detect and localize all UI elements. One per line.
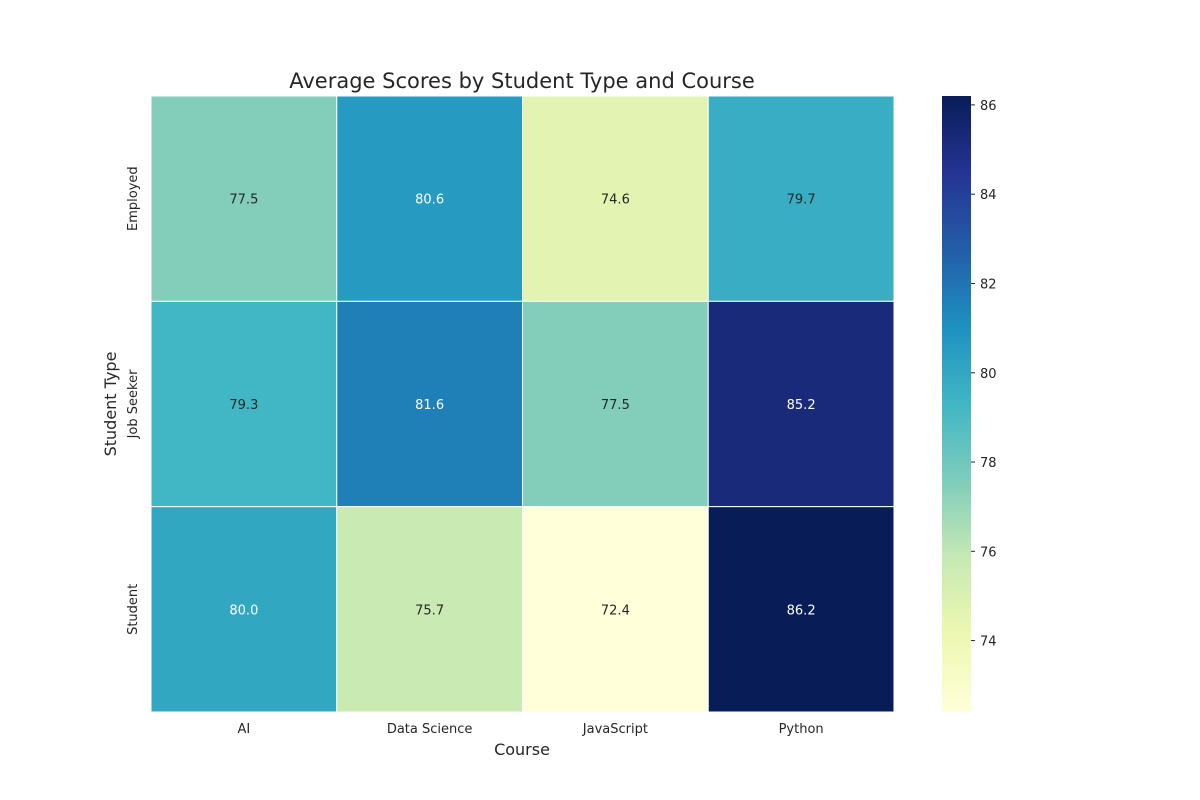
colorbar-tick-label: 86 [980,99,997,114]
cell-value-label: 77.5 [229,193,258,208]
cell-value-label: 79.7 [787,193,816,208]
heatmap-cell [336,95,523,302]
x-tick-labels: AI Data Science JavaScript Python [238,722,824,737]
cell-value-label: 77.5 [601,398,630,413]
x-axis-label: Course [494,740,550,759]
x-tick-label: AI [238,722,251,737]
cell-value-label: 85.2 [787,398,816,413]
y-tick-label: Student [126,584,141,635]
colorbar-tick-label: 74 [980,635,997,650]
x-tick-label: Data Science [387,722,473,737]
heatmap-cell [707,95,895,302]
colorbar-tick-label: 76 [980,545,997,560]
colorbar-tick-label: 78 [980,456,997,471]
cell-value-label: 75.7 [415,603,444,618]
colorbar-ticks: 74 76 78 80 82 84 86 [971,99,997,650]
heatmap-cell [336,506,523,713]
x-tick-label: JavaScript [582,722,648,737]
heatmap-cell [336,300,523,508]
heatmap-cell [707,300,895,508]
cell-value-label: 81.6 [415,398,444,413]
heatmap-cell [150,300,338,508]
y-axis-label: Student Type [101,352,120,457]
colorbar-tick-label: 82 [980,277,997,292]
cell-value-label: 79.3 [229,398,258,413]
y-tick-label: Job Seeker [126,369,141,439]
colorbar-tick-label: 84 [980,188,997,203]
colorbar: 74 76 78 80 82 84 86 [942,96,997,712]
heatmap-cells: 77.5 80.6 74.6 79.7 79.3 81.6 77.5 85.2 80.0 75.7… [150,95,895,713]
heatmap-cell [522,95,709,302]
colorbar-gradient [942,96,971,712]
colorbar-tick-label: 80 [980,367,997,382]
y-tick-label: Employed [126,166,141,231]
cell-value-label: 86.2 [787,603,816,618]
heatmap-cell [707,506,895,713]
cell-value-label: 74.6 [601,193,630,208]
heatmap-cell [150,95,338,302]
chart-title: Average Scores by Student Type and Cours… [289,69,755,93]
heatmap-cell [150,506,338,713]
cell-value-label: 72.4 [601,603,630,618]
y-tick-labels: Employed Job Seeker Student [126,166,141,635]
cell-value-label: 80.6 [415,193,444,208]
heatmap-cell [522,300,709,508]
x-tick-label: Python [779,722,824,737]
cell-value-label: 80.0 [229,603,258,618]
